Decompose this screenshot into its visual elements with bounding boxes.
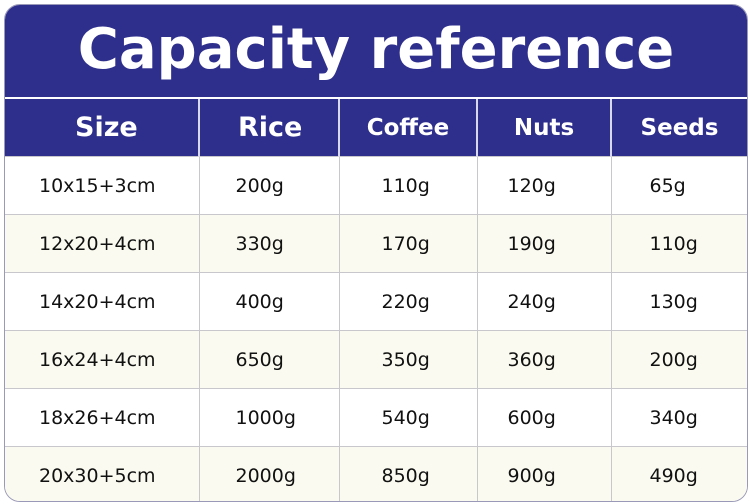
cell-seeds: 200g: [611, 330, 747, 389]
table-body: 10x15+3cm 200g 110g 120g 65g 12x20+4cm 3…: [5, 156, 747, 501]
cell-rice: 2000g: [199, 446, 340, 501]
header-row: Size Rice Coffee Nuts Seeds: [5, 99, 747, 157]
column-header-seeds: Seeds: [611, 99, 747, 157]
table-row: 18x26+4cm 1000g 540g 600g 340g: [5, 388, 747, 447]
cell-seeds: 340g: [611, 388, 747, 447]
column-header-nuts: Nuts: [477, 99, 612, 157]
cell-coffee: 220g: [339, 272, 478, 331]
cell-nuts: 900g: [477, 446, 612, 501]
cell-nuts: 600g: [477, 388, 612, 447]
cell-coffee: 350g: [339, 330, 478, 389]
cell-nuts: 190g: [477, 214, 612, 273]
column-header-size: Size: [5, 99, 200, 157]
cell-nuts: 360g: [477, 330, 612, 389]
cell-coffee: 170g: [339, 214, 478, 273]
cell-size: 20x30+5cm: [5, 446, 200, 501]
table-row: 14x20+4cm 400g 220g 240g 130g: [5, 272, 747, 331]
cell-seeds: 65g: [611, 156, 747, 215]
table-row: 16x24+4cm 650g 350g 360g 200g: [5, 330, 747, 389]
table-header: Size Rice Coffee Nuts Seeds: [5, 99, 747, 157]
cell-size: 10x15+3cm: [5, 156, 200, 215]
cell-coffee: 850g: [339, 446, 478, 501]
cell-size: 16x24+4cm: [5, 330, 200, 389]
cell-nuts: 120g: [477, 156, 612, 215]
capacity-table-wrapper: Size Rice Coffee Nuts Seeds 10x15+3cm 20…: [5, 99, 747, 501]
capacity-table: Size Rice Coffee Nuts Seeds 10x15+3cm 20…: [5, 99, 747, 501]
cell-seeds: 490g: [611, 446, 747, 501]
cell-size: 14x20+4cm: [5, 272, 200, 331]
cell-seeds: 130g: [611, 272, 747, 331]
title-divider: [5, 97, 747, 99]
cell-rice: 400g: [199, 272, 340, 331]
cell-rice: 1000g: [199, 388, 340, 447]
cell-rice: 200g: [199, 156, 340, 215]
capacity-card: Capacity reference Size Rice Coffee Nuts…: [4, 4, 748, 502]
cell-rice: 650g: [199, 330, 340, 389]
table-row: 20x30+5cm 2000g 850g 900g 490g: [5, 446, 747, 501]
page-title: Capacity reference: [77, 16, 675, 82]
cell-size: 12x20+4cm: [5, 214, 200, 273]
column-header-coffee: Coffee: [339, 99, 478, 157]
table-row: 10x15+3cm 200g 110g 120g 65g: [5, 156, 747, 215]
cell-coffee: 540g: [339, 388, 478, 447]
table-row: 12x20+4cm 330g 170g 190g 110g: [5, 214, 747, 273]
cell-nuts: 240g: [477, 272, 612, 331]
title-bar: Capacity reference: [5, 5, 747, 97]
cell-size: 18x26+4cm: [5, 388, 200, 447]
column-header-rice: Rice: [199, 99, 340, 157]
cell-seeds: 110g: [611, 214, 747, 273]
cell-coffee: 110g: [339, 156, 478, 215]
cell-rice: 330g: [199, 214, 340, 273]
